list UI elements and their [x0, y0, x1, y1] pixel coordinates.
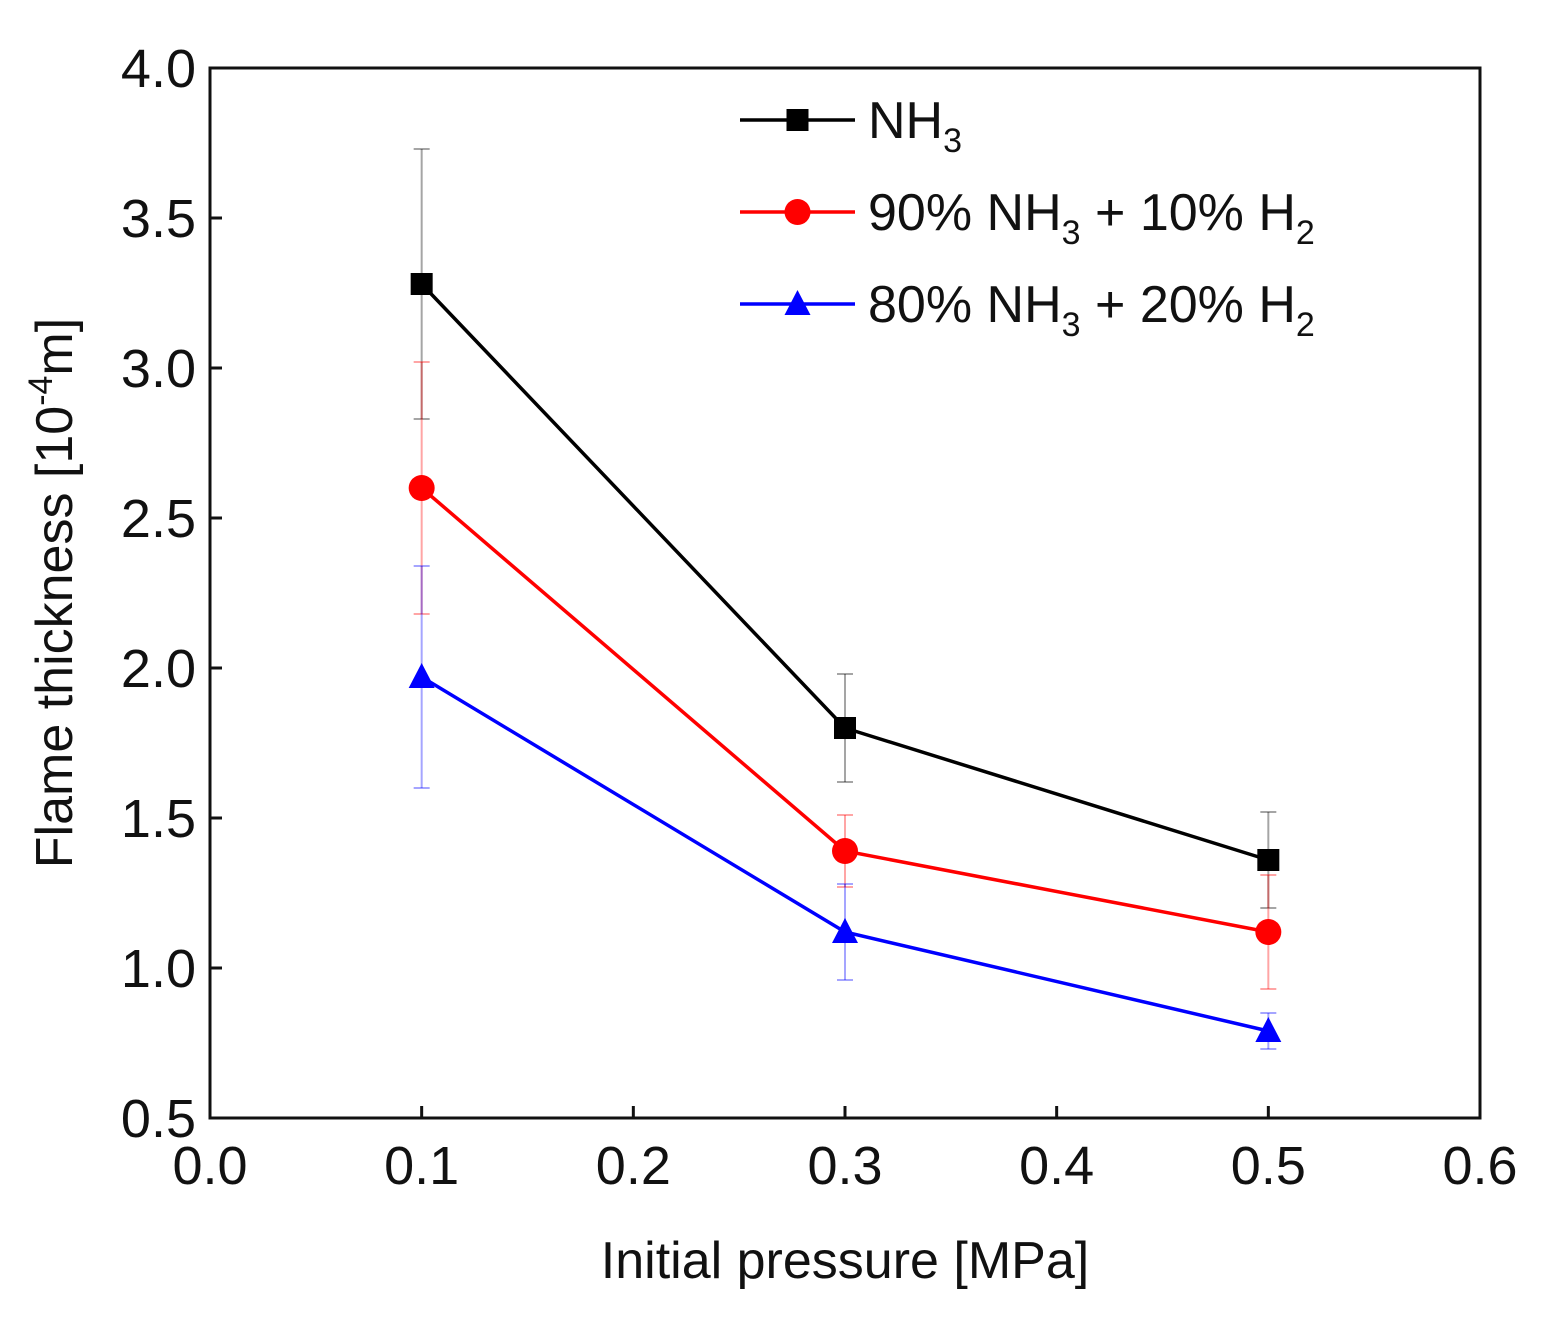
- x-tick-label: 0.0: [172, 1136, 247, 1196]
- y-tick-label: 1.0: [121, 939, 196, 999]
- legend-marker-circle: [784, 199, 811, 225]
- y-tick-label: 0.5: [121, 1089, 196, 1149]
- legend-label: 80% NH3 + 20% H2: [868, 276, 1315, 344]
- data-point-square: [410, 273, 433, 295]
- data-point-square: [834, 717, 856, 739]
- data-point-circle: [1255, 919, 1282, 945]
- data-point-triangle: [1255, 1017, 1282, 1042]
- legend-label: NH3: [868, 92, 962, 160]
- y-tick-label: 3.0: [121, 339, 196, 399]
- data-point-triangle: [408, 663, 435, 688]
- y-tick-label: 4.0: [121, 39, 196, 99]
- data-point-square: [1257, 849, 1280, 871]
- x-tick-label: 0.5: [1231, 1136, 1306, 1196]
- x-tick-label: 0.2: [596, 1136, 671, 1196]
- x-tick-label: 0.6: [1442, 1136, 1517, 1196]
- data-point-circle: [408, 475, 435, 501]
- y-tick-label: 2.0: [121, 639, 196, 699]
- y-tick-label: 3.5: [121, 189, 196, 249]
- x-tick-label: 0.1: [384, 1136, 459, 1196]
- x-tick-label: 0.3: [807, 1136, 882, 1196]
- legend-marker-triangle: [784, 290, 811, 315]
- y-axis-label: Flame thickness [10-4m]: [22, 318, 84, 868]
- legend-marker-square: [786, 109, 809, 131]
- legend-label: 90% NH3 + 10% H2: [868, 184, 1315, 252]
- data-point-triangle: [832, 918, 858, 943]
- data-point-circle: [832, 838, 858, 864]
- y-tick-label: 2.5: [121, 489, 196, 549]
- x-tick-label: 0.4: [1019, 1136, 1094, 1196]
- x-axis-label: Initial pressure [MPa]: [601, 1232, 1089, 1290]
- y-tick-label: 1.5: [121, 789, 196, 849]
- legend: NH3 90% NH3 + 10% H2 80% NH3 + 20% H2: [740, 92, 1315, 344]
